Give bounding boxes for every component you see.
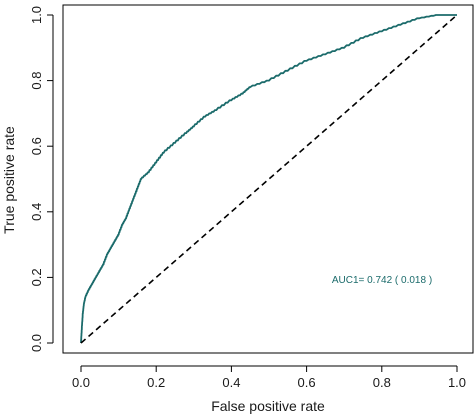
y-tick-label: 0.8 <box>29 72 44 90</box>
reference-diagonal-line <box>80 14 458 344</box>
y-axis-title: True positive rate <box>1 126 17 234</box>
y-tick-label: 0.4 <box>29 203 44 221</box>
y-tick-label: 0.2 <box>29 268 44 286</box>
y-tick-label: 1.0 <box>29 6 44 24</box>
y-tick-label: 0.6 <box>29 137 44 155</box>
x-tick-label: 1.0 <box>448 375 466 390</box>
x-axis: 0.0 0.2 0.4 0.6 0.8 1.0 <box>72 365 466 390</box>
x-tick-label: 0.6 <box>298 375 316 390</box>
roc-curve-line <box>80 14 457 344</box>
y-axis: 0.0 0.2 0.4 0.6 0.8 1.0 <box>29 6 54 352</box>
x-axis-title: False positive rate <box>211 398 325 414</box>
x-tick-label: 0.4 <box>222 375 240 390</box>
plot-lines <box>80 14 458 344</box>
x-tick-label: 0.2 <box>147 375 165 390</box>
x-tick-label: 0.0 <box>72 375 90 390</box>
auc-annotation: AUC1= 0.742 ( 0.018 ) <box>332 275 432 286</box>
x-tick-label: 0.8 <box>373 375 391 390</box>
y-tick-label: 0.0 <box>29 334 44 352</box>
plot-frame <box>62 4 474 354</box>
